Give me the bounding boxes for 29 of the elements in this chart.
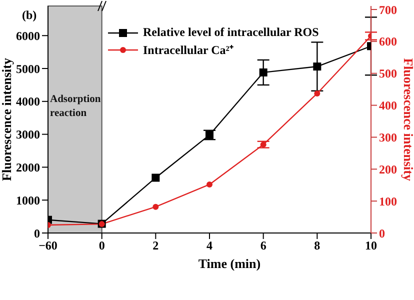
x-tick-label: 6 <box>260 238 266 253</box>
y2-tick-label: 0 <box>379 226 385 240</box>
y2-tick-label: 600 <box>379 34 397 49</box>
chart-title: (b) <box>22 8 37 23</box>
y-tick-label: 3000 <box>16 128 40 142</box>
y-tick-label: 2000 <box>16 160 40 174</box>
y2-tick-label: 400 <box>379 98 397 113</box>
y-tick-label: 5000 <box>16 62 40 76</box>
x-tick-label: 8 <box>314 238 320 253</box>
y-tick-label: 4000 <box>16 94 40 109</box>
y2-tick-label: 100 <box>379 194 397 208</box>
x-tick-label: 10 <box>365 238 377 253</box>
x-tick-label: −60 <box>38 238 58 253</box>
legend-label: Relative level of intracellular ROS <box>143 25 319 40</box>
y2-tick-label: 200 <box>379 162 397 176</box>
y-tick-label: 6000 <box>16 28 40 43</box>
y-tick-label: 0 <box>34 226 40 240</box>
y-axis-title: Fluorescence intensity <box>0 58 14 181</box>
x-tick-label: 2 <box>152 238 159 253</box>
y2-tick-label: 300 <box>379 130 397 144</box>
x-tick-label: 4 <box>206 238 212 253</box>
band-label: Adsorption reaction <box>50 94 101 119</box>
x-tick-label: 0 <box>98 238 105 253</box>
y-tick-label: 1000 <box>16 193 40 208</box>
x-axis-title: Time (min) <box>198 256 261 271</box>
y2-axis-title: Fluorescence intensity <box>401 58 414 182</box>
y2-tick-label: 700 <box>379 2 397 17</box>
legend-label: Intracellular Ca²⁺ <box>143 42 234 58</box>
y2-tick-label: 500 <box>379 66 397 81</box>
